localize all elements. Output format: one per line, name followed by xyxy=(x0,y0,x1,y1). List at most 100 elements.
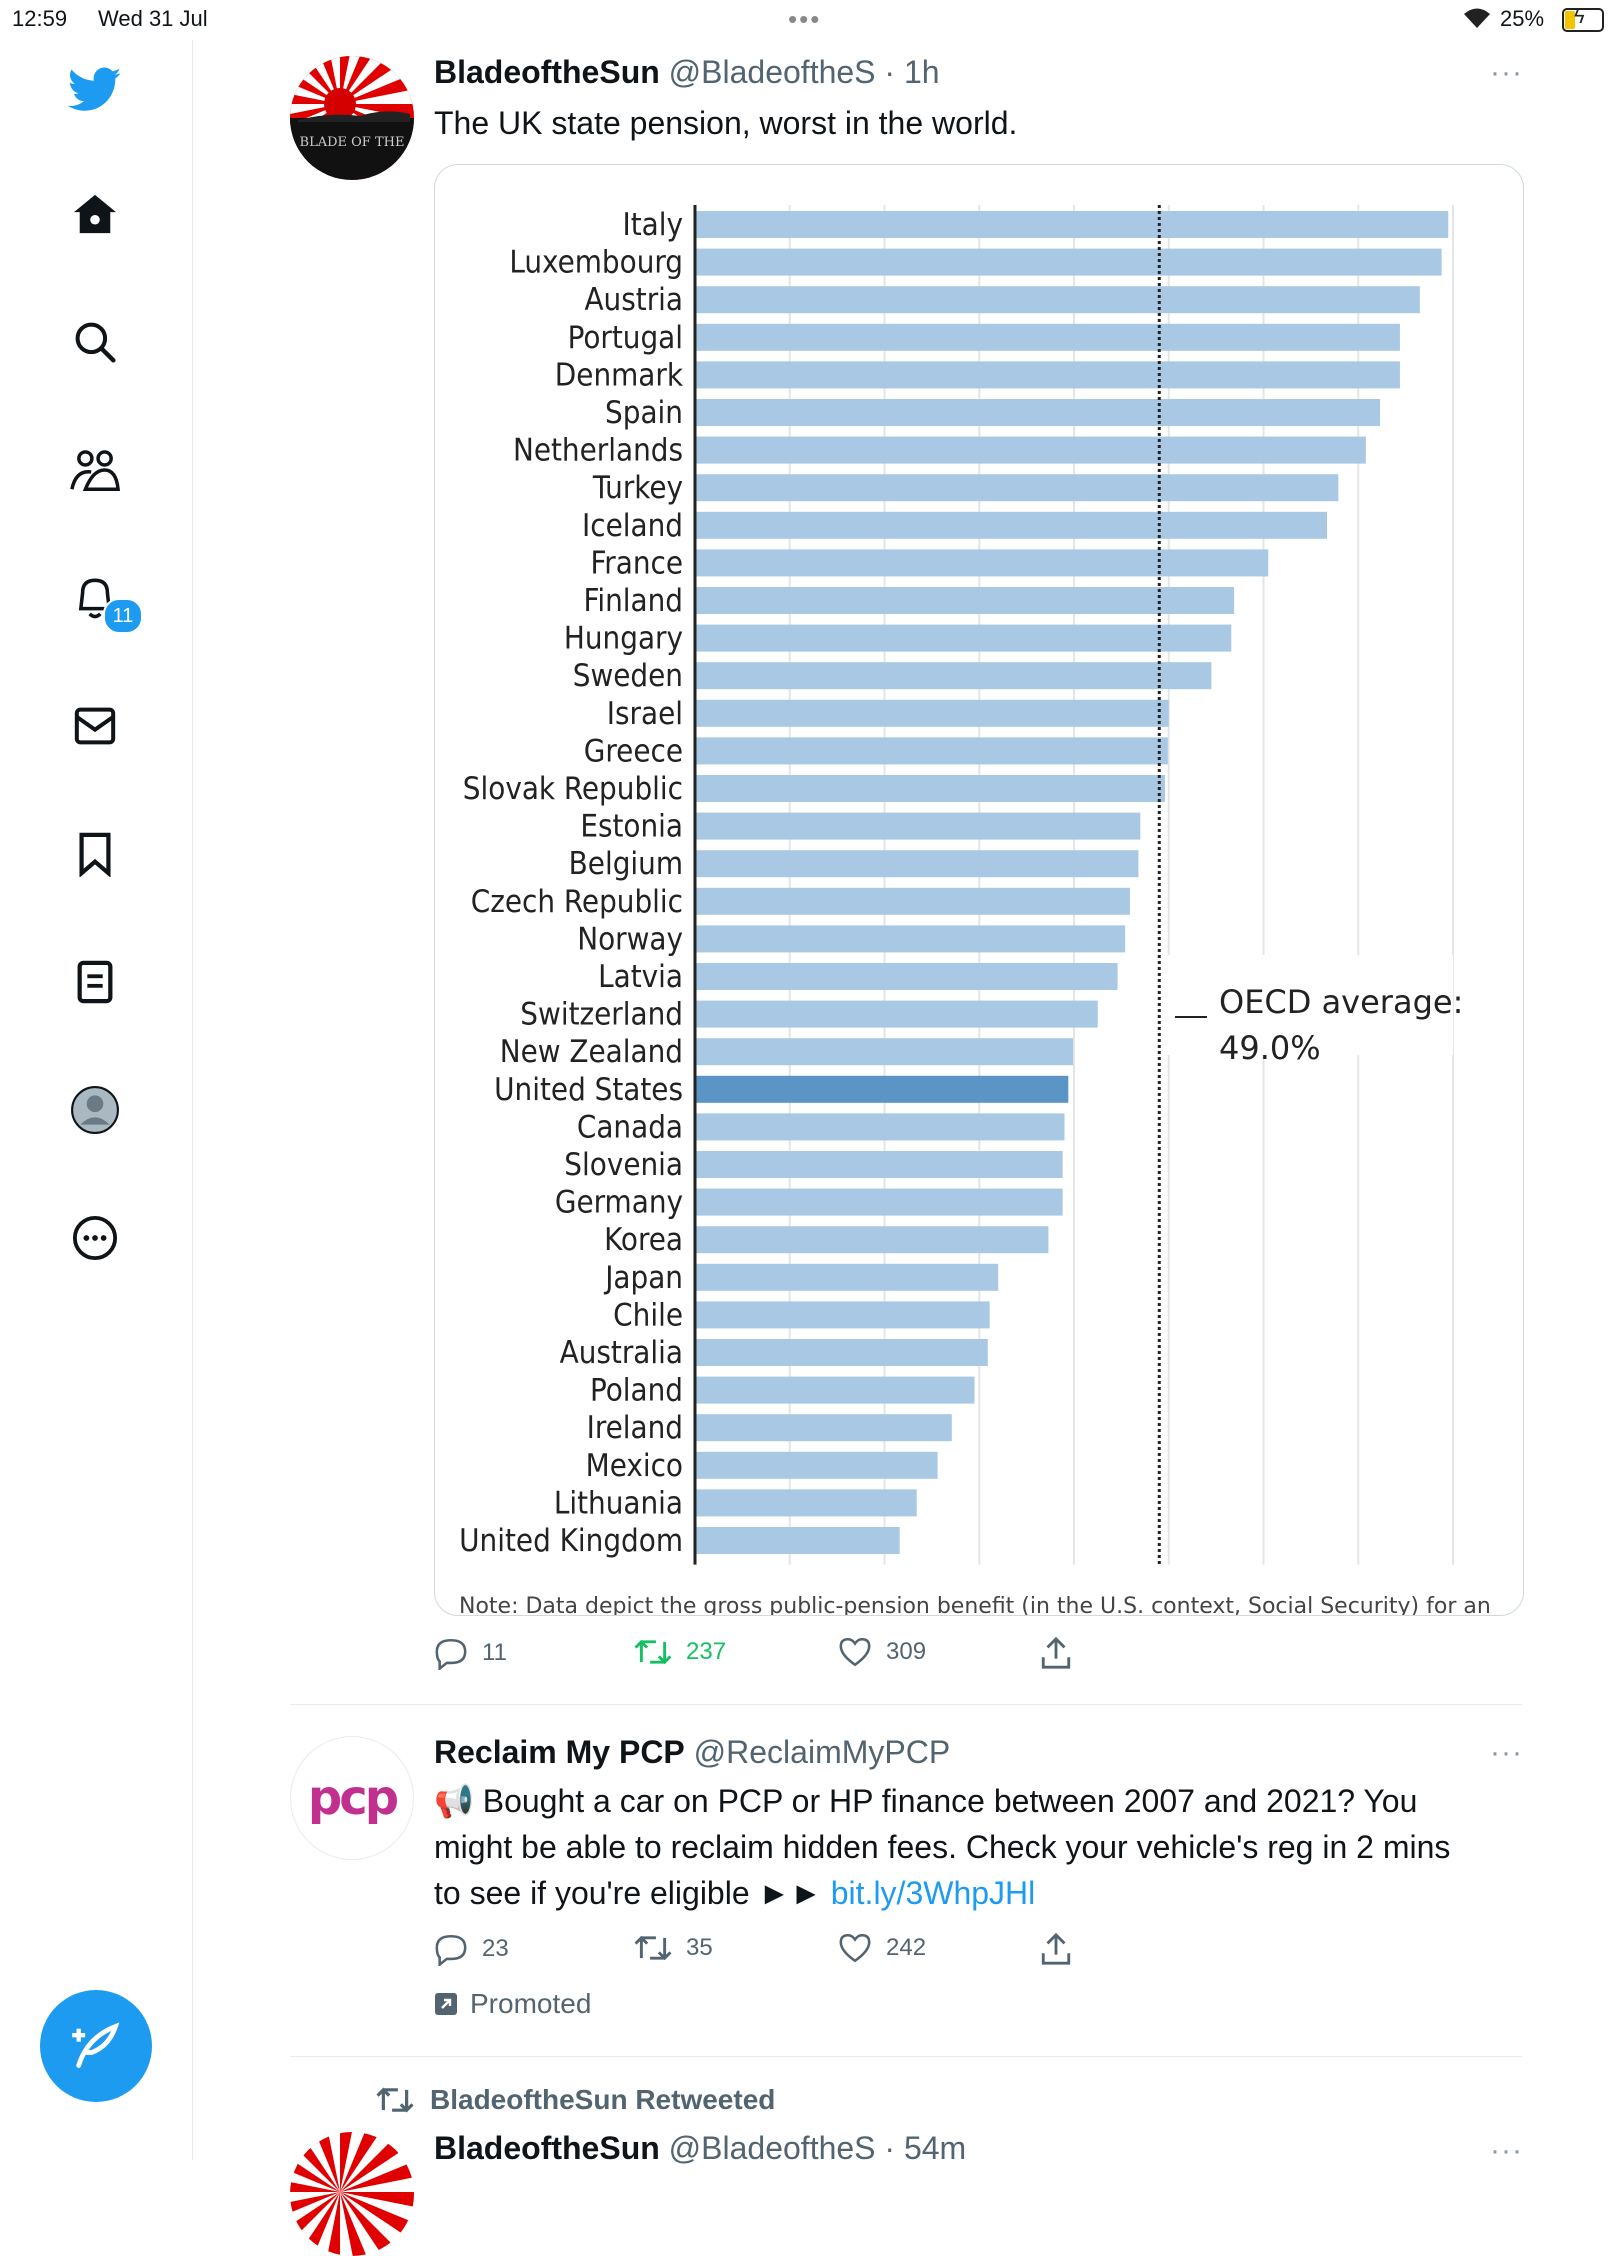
promoted-text: Promoted xyxy=(470,1988,592,2019)
like-button[interactable]: 309 xyxy=(838,1636,926,1668)
category-label: Ireland xyxy=(587,1410,683,1446)
author-name[interactable]: BladeoftheSun xyxy=(434,54,660,90)
like-count: 309 xyxy=(886,1638,927,1665)
bookmarks-icon[interactable] xyxy=(65,824,125,884)
home-icon[interactable] xyxy=(65,184,125,244)
more-menu-icon[interactable] xyxy=(65,1208,125,1268)
tweet-text-line: to see if you're eligible ►► xyxy=(434,1875,831,1911)
tweet-author-avatar[interactable]: BLADE OF THE xyxy=(290,56,414,180)
tweet-more-icon[interactable]: ··· xyxy=(1490,56,1523,89)
bar-canada xyxy=(695,1113,1065,1141)
category-label: Hungary xyxy=(564,621,683,657)
bar-turkey xyxy=(695,474,1339,502)
category-label: Spain xyxy=(605,395,683,431)
bar-new-zealand xyxy=(695,1038,1074,1066)
category-label: Luxembourg xyxy=(509,245,683,281)
messages-icon[interactable] xyxy=(65,696,125,756)
heart-icon xyxy=(839,1933,871,1963)
category-label: Chile xyxy=(613,1297,683,1333)
author-name[interactable]: BladeoftheSun xyxy=(434,2130,660,2166)
retweet-icon xyxy=(376,2087,414,2113)
tweet-author-avatar[interactable] xyxy=(290,2132,414,2256)
multitasking-dots-icon[interactable]: ••• xyxy=(788,4,822,34)
category-label: Slovenia xyxy=(564,1147,683,1183)
tweet-more-icon[interactable]: ··· xyxy=(1490,2134,1523,2167)
bar-israel xyxy=(695,699,1169,727)
svg-text:BLADE OF THE: BLADE OF THE xyxy=(300,135,405,150)
category-label: Switzerland xyxy=(520,997,683,1033)
lists-icon[interactable] xyxy=(65,952,125,1012)
chart-note: Note: Data depict the gross public-pensi… xyxy=(459,1594,1491,1615)
heart-icon xyxy=(839,1637,871,1667)
author-handle[interactable]: @BladeoftheS · 1h xyxy=(668,54,940,90)
category-label: United States xyxy=(494,1072,683,1108)
notifications-bell-icon[interactable] xyxy=(65,568,125,628)
bar-luxembourg xyxy=(695,248,1442,276)
bar-switzerland xyxy=(695,1000,1098,1028)
tweet-link[interactable]: bit.ly/3WhpJHl xyxy=(830,1875,1036,1911)
promoted-author-avatar[interactable]: pcp xyxy=(290,1736,414,1860)
category-label: United Kingdom xyxy=(459,1523,683,1559)
share-button[interactable] xyxy=(1040,1932,1072,1966)
tweet-actions: 23 35 242 xyxy=(434,1932,1524,1972)
bar-korea xyxy=(695,1226,1049,1254)
retweeted-by-text[interactable]: BladeoftheSun Retweeted xyxy=(430,2084,776,2115)
share-button[interactable] xyxy=(1040,1636,1072,1670)
bar-finland xyxy=(695,587,1235,614)
bar-chile xyxy=(695,1301,990,1329)
reply-icon xyxy=(435,1934,467,1966)
bar-france xyxy=(695,549,1269,577)
compose-tweet-button[interactable] xyxy=(40,1990,152,2102)
bar-belgium xyxy=(695,850,1139,878)
category-label: Greece xyxy=(584,733,683,769)
author-handle[interactable]: @BladeoftheS · 54m xyxy=(668,2130,967,2166)
tweet-more-icon[interactable]: ··· xyxy=(1490,1736,1523,1769)
bar-greece xyxy=(695,737,1168,765)
category-label: Australia xyxy=(560,1335,683,1371)
pension-bar-chart: ItalyLuxembourgAustriaPortugalDenmarkSpa… xyxy=(459,205,1491,1615)
bar-lithuania xyxy=(695,1489,917,1517)
promoted-label: Promoted xyxy=(434,1988,591,2020)
sidebar-nav: 11 xyxy=(0,40,193,2160)
share-icon xyxy=(1041,1636,1071,1669)
compose-feather-icon xyxy=(72,2022,120,2068)
retweet-button[interactable]: 237 xyxy=(634,1636,726,1668)
bar-latvia xyxy=(695,963,1118,990)
status-time: 12:59 xyxy=(12,6,68,31)
bar-slovenia xyxy=(695,1151,1063,1178)
bar-denmark xyxy=(695,361,1400,389)
tweet-divider xyxy=(290,2056,1522,2057)
tweet-text: The UK state pension, worst in the world… xyxy=(434,105,1018,141)
share-icon xyxy=(1041,1932,1071,1965)
status-date: Wed 31 Jul xyxy=(98,6,208,31)
reply-button[interactable]: 23 xyxy=(434,1932,509,1966)
tweet-chart-image[interactable]: Italy Luxembourg Austria Portugal Denmark Spa… xyxy=(434,164,1524,1616)
category-label: Japan xyxy=(603,1260,683,1296)
like-button[interactable]: 242 xyxy=(838,1932,926,1964)
sun-ray xyxy=(340,73,414,104)
bar-mexico xyxy=(695,1451,938,1479)
category-label: France xyxy=(590,545,683,581)
category-label: Norway xyxy=(577,921,683,957)
bar-australia xyxy=(695,1339,988,1366)
retweet-button[interactable]: 35 xyxy=(634,1932,713,1964)
author-handle[interactable]: @ReclaimMyPCP xyxy=(693,1734,951,1770)
bar-united-states xyxy=(695,1075,1069,1103)
sun-ray xyxy=(315,2132,340,2192)
bar-portugal xyxy=(695,323,1400,351)
tweet-header: BladeoftheSun @BladeoftheS · 1h xyxy=(434,54,940,91)
twitter-logo-icon[interactable] xyxy=(65,60,125,120)
category-label: New Zealand xyxy=(500,1034,683,1070)
bar-norway xyxy=(695,925,1126,953)
promoted-icon xyxy=(435,1993,457,2015)
author-name[interactable]: Reclaim My PCP xyxy=(434,1734,685,1770)
search-icon[interactable] xyxy=(65,312,125,372)
communities-icon[interactable] xyxy=(65,440,125,500)
profile-avatar-icon[interactable] xyxy=(65,1080,125,1140)
oecd-average-label: OECD average: xyxy=(1219,983,1463,1021)
reply-count: 23 xyxy=(482,1935,509,1962)
oecd-average-value: 49.0% xyxy=(1219,1029,1321,1067)
bar-japan xyxy=(695,1263,999,1291)
bar-ireland xyxy=(695,1414,952,1442)
reply-button[interactable]: 11 xyxy=(434,1636,507,1670)
